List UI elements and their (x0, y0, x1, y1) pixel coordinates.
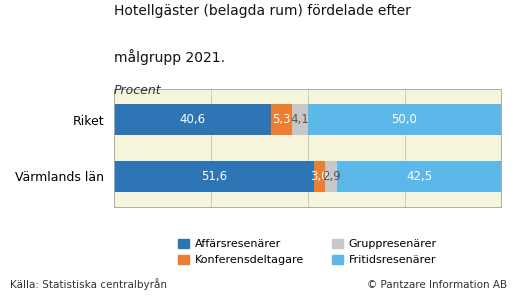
Text: 4,1: 4,1 (290, 113, 309, 126)
Text: 42,5: 42,5 (406, 170, 432, 183)
Bar (337, 161, 501, 192)
Text: Procent: Procent (114, 84, 161, 97)
Text: Hotellgäster (belagda rum) fördelade efter: Hotellgäster (belagda rum) fördelade eft… (114, 4, 410, 18)
Text: målgrupp 2021.: målgrupp 2021. (114, 49, 225, 65)
Bar (114, 104, 271, 135)
Bar (314, 161, 326, 192)
Text: © Pantzare Information AB: © Pantzare Information AB (367, 280, 507, 290)
Legend: Affärsresenärer, Konferensdeltagare, Gruppresenärer, Fritidsresenärer: Affärsresenärer, Konferensdeltagare, Gru… (174, 234, 442, 269)
Bar (271, 104, 292, 135)
Text: 51,6: 51,6 (201, 170, 227, 183)
Text: 5,3: 5,3 (272, 113, 291, 126)
Bar (114, 161, 314, 192)
Bar (308, 104, 501, 135)
Text: 40,6: 40,6 (179, 113, 206, 126)
Text: 3,0: 3,0 (310, 170, 329, 183)
Text: 2,9: 2,9 (322, 170, 341, 183)
Bar (326, 161, 337, 192)
Text: Källa: Statistiska centralbyrån: Källa: Statistiska centralbyrån (10, 278, 168, 290)
Text: 50,0: 50,0 (391, 113, 418, 126)
Bar (292, 104, 308, 135)
